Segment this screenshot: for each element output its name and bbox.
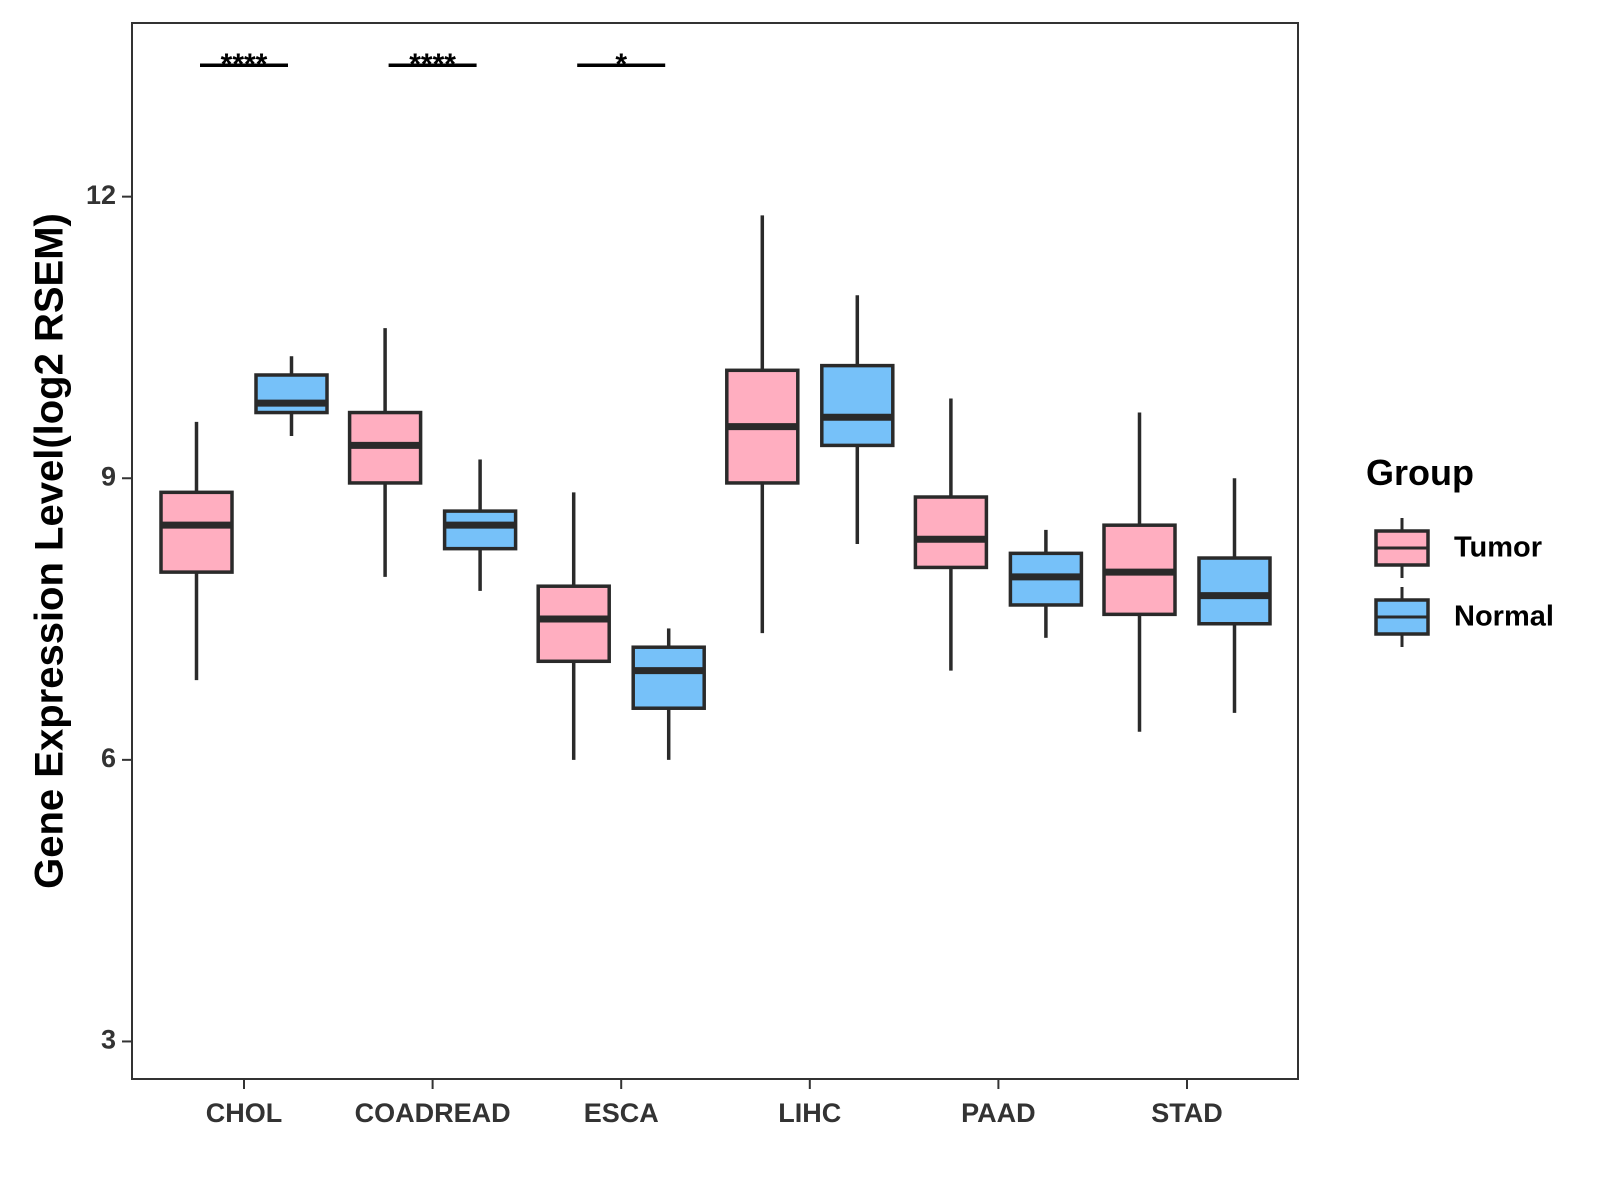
x-tick-label-chol: CHOL (206, 1098, 283, 1128)
box-tumor-lihc (725, 215, 800, 634)
box-iqr (442, 509, 518, 551)
significance-label: **** (409, 48, 456, 81)
box-normal-lihc (820, 295, 895, 544)
legend: Group Tumor Normal (1366, 452, 1554, 647)
box-normal-paad (1008, 529, 1084, 638)
significance-chol: **** (200, 48, 288, 81)
box-tumor-paad (913, 398, 989, 671)
box-tumor-stad (1102, 412, 1177, 732)
plot-panel-border (131, 22, 1299, 1080)
significance-esca: * (577, 48, 666, 81)
legend-item-tumor: Tumor (1374, 518, 1542, 578)
x-tick-label-esca: ESCA (584, 1098, 659, 1128)
significance-label: * (615, 48, 627, 81)
y-axis-title: Gene Expression Level(log2 RSEM) (28, 213, 72, 889)
box-iqr (1197, 556, 1272, 626)
y-tick-label: 3 (101, 1025, 116, 1055)
legend-label: Tumor (1454, 532, 1542, 564)
significance-label: **** (221, 48, 268, 81)
box-iqr (631, 645, 706, 710)
significance-coadread: **** (388, 48, 477, 81)
box-iqr (820, 363, 895, 448)
box-normal-coadread (442, 459, 518, 591)
y-tick-label: 12 (86, 180, 116, 210)
box-normal-esca (631, 628, 706, 760)
x-tick-label-coadread: COADREAD (355, 1098, 511, 1128)
box-tumor-chol (159, 421, 234, 681)
x-tick-label-stad: STAD (1151, 1098, 1223, 1128)
box-iqr (536, 584, 611, 664)
box-iqr (159, 490, 234, 574)
box-iqr (254, 373, 329, 415)
y-axis: 3 6 9 12 (86, 180, 132, 1055)
box-iqr (913, 495, 989, 570)
x-tick-label-paad: PAAD (961, 1098, 1036, 1128)
x-tick-label-lihc: LIHC (778, 1098, 841, 1128)
box-normal-stad (1197, 478, 1272, 713)
box-tumor-coadread (347, 328, 423, 577)
legend-item-normal: Normal (1374, 587, 1554, 647)
x-axis: CHOL COADREAD ESCA LIHC PAAD STAD (206, 1079, 1223, 1128)
box-normal-chol (254, 356, 329, 437)
legend-label: Normal (1454, 601, 1554, 633)
plot-area: **** **** * (159, 48, 1272, 760)
y-tick-label: 6 (101, 743, 116, 773)
y-tick-label: 9 (101, 461, 116, 491)
legend-title: Group (1366, 452, 1474, 493)
box-tumor-esca (536, 492, 611, 760)
